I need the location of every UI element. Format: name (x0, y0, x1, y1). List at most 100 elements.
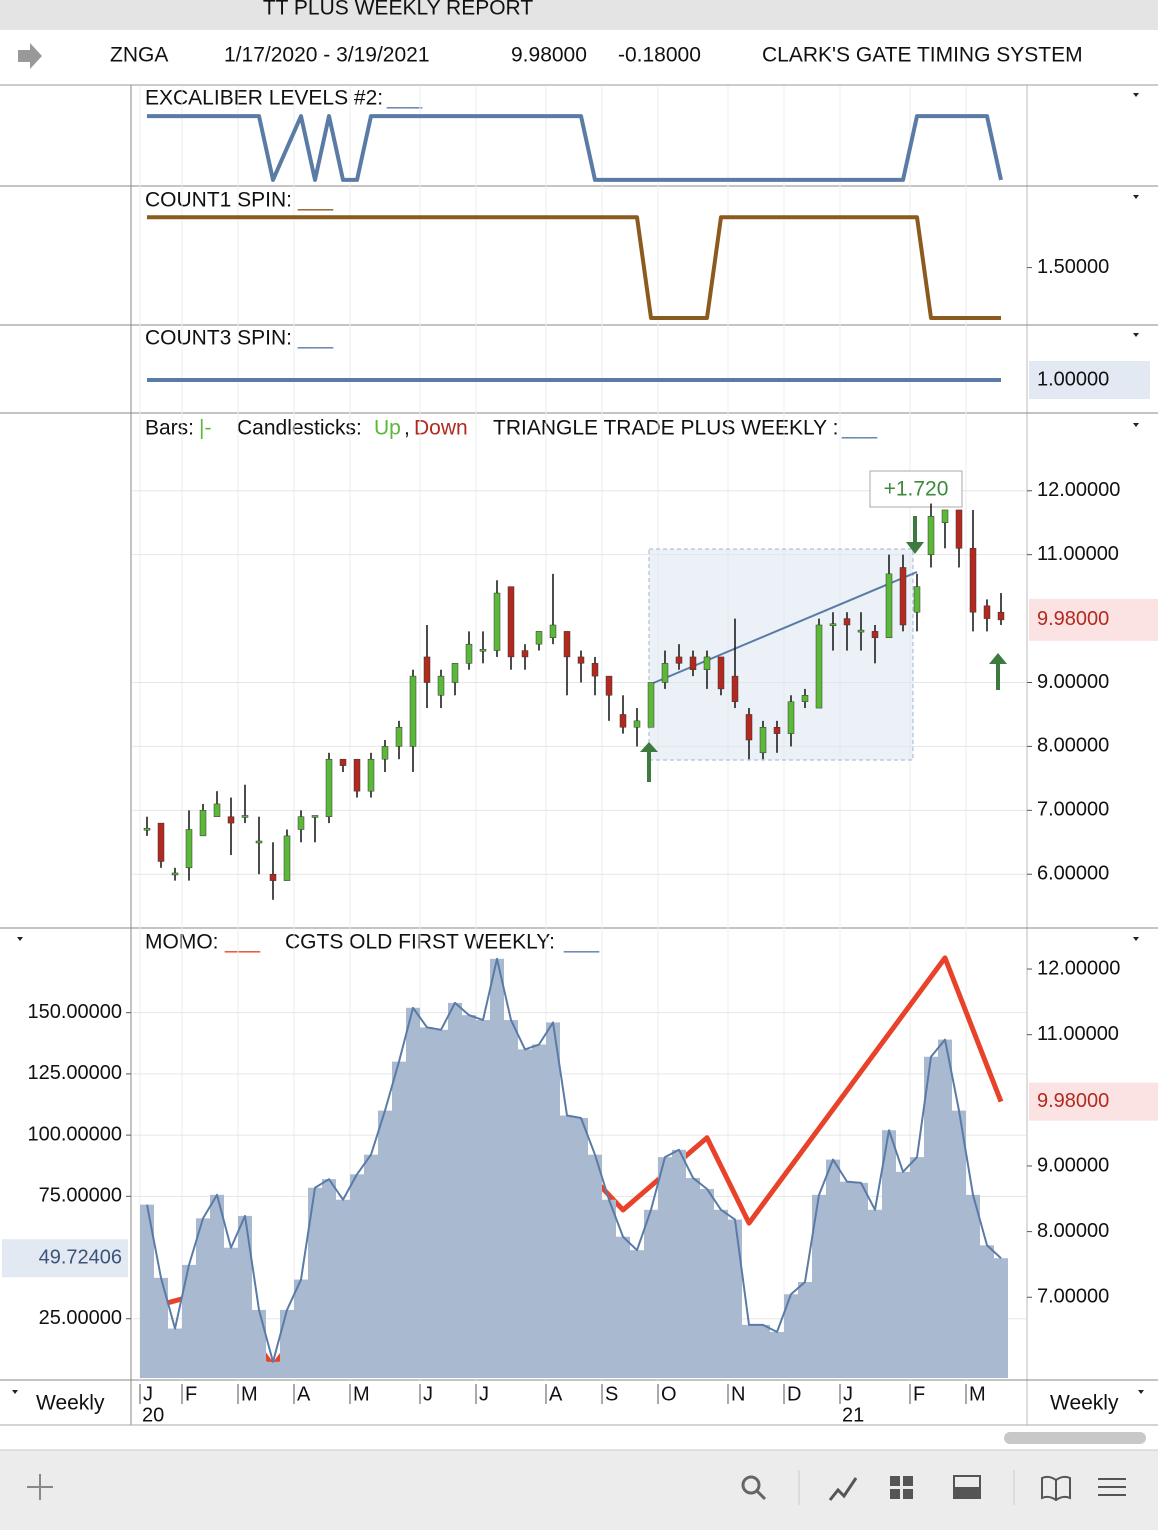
x-tick-label: J (143, 1383, 153, 1405)
menu-arrow[interactable] (1133, 333, 1139, 337)
y-tick-label: 12.00000 (1037, 957, 1120, 979)
title-bar (0, 0, 1158, 30)
menu-arrow[interactable] (1133, 93, 1139, 97)
area-step (868, 1209, 882, 1378)
y-tick-label: 1.50000 (1037, 256, 1109, 278)
candle-body (227, 816, 235, 824)
system-name: CLARK'S GATE TIMING SYSTEM (762, 44, 1083, 67)
candle-body (339, 758, 347, 766)
candle-body (185, 829, 193, 869)
menu-arrow[interactable] (17, 937, 23, 941)
panel-title: COUNT1 SPIN: (145, 189, 292, 212)
value-badge (2, 1239, 128, 1278)
menu-arrow[interactable] (1133, 423, 1139, 427)
legend-marker: ___ (224, 931, 260, 954)
area-step (910, 1157, 924, 1378)
book-button[interactable] (1041, 1475, 1071, 1502)
area-step (140, 1204, 154, 1378)
area-step (350, 1174, 364, 1378)
area-step (728, 1219, 742, 1378)
menu-button[interactable] (1098, 1478, 1126, 1496)
x-tick-label: D (787, 1383, 801, 1405)
year-label: 20 (142, 1404, 164, 1426)
x-tick-label: M (969, 1383, 986, 1405)
candle-body (829, 623, 837, 626)
x-tick-label: N (731, 1383, 745, 1405)
interval-label: Weekly (36, 1392, 105, 1415)
candle-body (409, 675, 417, 747)
candle-body (577, 656, 585, 664)
menu-arrow[interactable] (1133, 195, 1139, 199)
area-step (448, 1002, 462, 1378)
y-tick-label: 6.00000 (1037, 863, 1109, 885)
date-range: 1/17/2020 - 3/19/2021 (224, 44, 430, 67)
candle-body (255, 840, 263, 844)
candle-body (801, 695, 809, 702)
candle-body (367, 758, 375, 792)
area-step (266, 1361, 280, 1378)
area-step (546, 1022, 560, 1378)
candle-body (423, 656, 431, 683)
x-tick-label: F (913, 1383, 925, 1405)
area-step (518, 1049, 532, 1378)
legend-down: Down (414, 417, 468, 440)
legend-separator: , (404, 417, 410, 440)
candle-body (689, 656, 697, 670)
candle-body (927, 516, 935, 555)
legend-marker: ___ (841, 417, 877, 440)
range-box (648, 548, 914, 761)
area-step (784, 1294, 798, 1378)
area-step (924, 1056, 938, 1378)
candle-body (591, 663, 599, 677)
area-step (812, 1194, 826, 1378)
area-step (560, 1115, 574, 1378)
area-step (616, 1236, 630, 1378)
candle-body (325, 758, 333, 817)
year-label: 21 (842, 1404, 864, 1426)
area-step (756, 1324, 770, 1378)
interval-label: Weekly (1050, 1392, 1119, 1415)
candle-body (969, 548, 977, 613)
area-step (462, 1015, 476, 1378)
x-tick-label: A (549, 1383, 563, 1405)
layout-button[interactable] (890, 1476, 913, 1499)
area-step (308, 1187, 322, 1378)
area-step (294, 1279, 308, 1378)
y-tick-label: 7.00000 (1037, 799, 1109, 821)
candle-body (787, 701, 795, 734)
area-step (644, 1209, 658, 1378)
candle-body (283, 835, 291, 881)
candle-body (549, 624, 557, 639)
area-step (252, 1309, 266, 1378)
menu-arrow[interactable] (1133, 937, 1139, 941)
last-price: 9.98000 (511, 44, 587, 67)
menu-arrow[interactable] (12, 1390, 18, 1394)
draw-button[interactable] (828, 1477, 858, 1501)
area-step (938, 1039, 952, 1378)
candle-body (241, 815, 249, 818)
area-step (966, 1194, 980, 1378)
area-step (714, 1209, 728, 1378)
arrow-button[interactable] (18, 43, 42, 69)
annotation-box (869, 470, 963, 508)
x-tick-label: J (479, 1383, 489, 1405)
area-step (630, 1250, 644, 1378)
y-tick-label: 8.00000 (1037, 1220, 1109, 1242)
menu-arrow[interactable] (1138, 1390, 1144, 1394)
search-button[interactable] (741, 1475, 761, 1495)
scrollbar[interactable] (1004, 1432, 1146, 1444)
area-step (168, 1328, 182, 1378)
legend-up: Up (374, 417, 401, 440)
legend-marker: |- (199, 417, 211, 440)
x-tick-label: O (661, 1383, 677, 1405)
candle-body (731, 675, 739, 702)
candle-body (521, 650, 529, 658)
add-button[interactable] (27, 1474, 53, 1500)
candle-body (381, 746, 389, 760)
price-badge (1029, 598, 1158, 641)
indicator-line (147, 215, 1001, 320)
candle-body (843, 618, 851, 626)
area-step (504, 1020, 518, 1378)
y-tick-label: 11.00000 (1037, 1023, 1119, 1045)
